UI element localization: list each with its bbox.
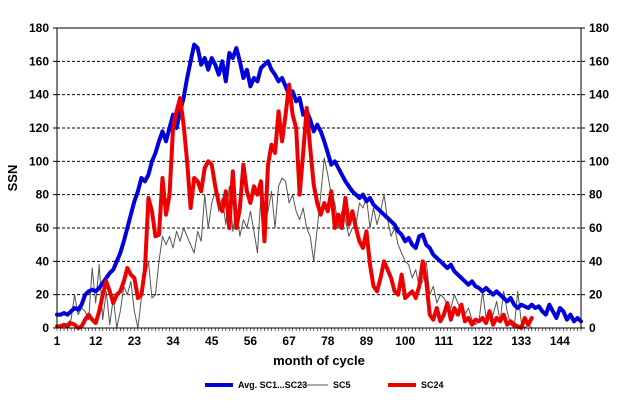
legend: Avg. SC1...SC23 SC5 SC24 <box>205 380 444 390</box>
series-line-0 <box>55 42 583 324</box>
y-tick-label-right: 180 <box>589 21 609 35</box>
x-tick-label: 144 <box>550 334 570 348</box>
x-tick-label: 12 <box>89 334 103 348</box>
y-tick-label-right: 60 <box>589 221 603 235</box>
y-tick-label-left: 160 <box>29 54 49 68</box>
x-tick-label: 100 <box>395 334 415 348</box>
legend-label: SC5 <box>333 380 351 390</box>
x-tick-label: 45 <box>205 334 219 348</box>
y-tick-label-left: 60 <box>36 221 50 235</box>
y-tick-label-right: 0 <box>589 321 596 335</box>
y-tick-label-right: 100 <box>589 154 609 168</box>
series-lines <box>55 42 583 330</box>
grid-lines <box>53 27 585 331</box>
y-tick-label-left: 140 <box>29 88 49 102</box>
x-tick-label: 89 <box>360 334 374 348</box>
x-tick-label: 34 <box>166 334 180 348</box>
y-tick-label-left: 120 <box>29 121 49 135</box>
x-tick-label: 56 <box>244 334 258 348</box>
series-line-1 <box>56 157 533 329</box>
y-axis-title: SSN <box>5 165 20 192</box>
y-tick-label-right: 140 <box>589 88 609 102</box>
y-tick-label-left: 100 <box>29 154 49 168</box>
y-tick-labels-right: 0 20 40 60 80 100 120 140 160 180 <box>589 21 609 335</box>
plot-frame <box>56 27 582 329</box>
x-tick-label: 67 <box>282 334 296 348</box>
x-axis-title: month of cycle <box>273 353 365 368</box>
x-tick-label: 78 <box>321 334 335 348</box>
y-tick-label-right: 80 <box>589 188 603 202</box>
y-tick-label-right: 20 <box>589 288 603 302</box>
legend-label: SC24 <box>421 380 444 390</box>
x-tick-label: 23 <box>128 334 142 348</box>
y-tick-label-left: 20 <box>36 288 50 302</box>
y-tick-label-left: 40 <box>36 254 50 268</box>
y-tick-label-right: 160 <box>589 54 609 68</box>
x-tick-labels: 1 12 23 34 45 56 67 78 89 100 111 122 133 144 <box>54 334 571 348</box>
x-tick-label: 111 <box>434 334 453 348</box>
x-tick-label: 1 <box>54 334 61 348</box>
y-tick-labels-left: 0 20 40 60 80 100 120 140 160 180 <box>29 21 49 335</box>
y-tick-label-right: 40 <box>589 254 603 268</box>
x-tick-label: 122 <box>473 334 493 348</box>
y-tick-label-left: 180 <box>29 21 49 35</box>
x-tick-label: 133 <box>511 334 531 348</box>
y-tick-label-left: 80 <box>36 188 50 202</box>
y-tick-label-right: 120 <box>589 121 609 135</box>
series-line-2 <box>55 82 534 330</box>
legend-label: Avg. SC1...SC23 <box>238 380 307 390</box>
y-tick-label-left: 0 <box>42 321 49 335</box>
